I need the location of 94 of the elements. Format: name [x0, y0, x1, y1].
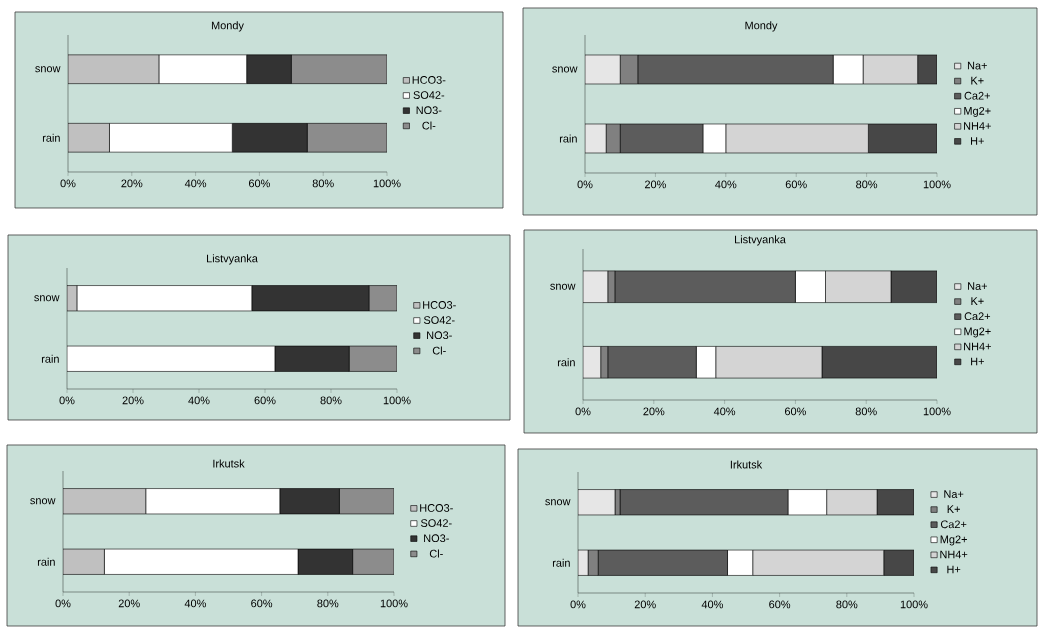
x-tick-label: 60% — [785, 180, 807, 189]
legend-label: NH4+ — [964, 122, 991, 130]
x-tick-label: 0% — [60, 179, 76, 188]
legend-label: NH4+ — [940, 550, 968, 559]
bar — [348, 345, 397, 372]
y-tick-label: rain — [41, 354, 59, 363]
legend-label: H+ — [971, 357, 984, 366]
x-tick-label: 60% — [249, 179, 270, 188]
bar — [585, 54, 621, 85]
x-tick-label: 100% — [380, 599, 408, 608]
x-tick-label: 0% — [55, 599, 71, 608]
x-tick-label: 60% — [785, 407, 806, 416]
y-tick-label: snow — [35, 66, 61, 73]
legend-label: Na+ — [967, 61, 987, 70]
legend-label: Cl- — [429, 549, 443, 558]
x-tick-label: 20% — [644, 180, 666, 189]
legend-label: Cl- — [432, 346, 446, 355]
y-tick-label: rain — [42, 133, 60, 142]
legend-label: Cl- — [422, 121, 436, 130]
legend-label: HCO3- — [423, 301, 456, 309]
x-tick-label: 40% — [713, 407, 736, 416]
legend-label: NO3- — [424, 534, 449, 543]
y-tick-label: snow — [34, 295, 60, 302]
y-tick-label: snow — [550, 283, 576, 290]
x-tick-label: 20% — [634, 600, 656, 609]
x-tick-label: 0% — [577, 180, 593, 189]
x-tick-label: 40% — [188, 396, 210, 405]
bar — [63, 548, 105, 575]
x-tick-label: 0% — [570, 600, 586, 609]
legend-label: HCO3- — [420, 504, 453, 512]
legend-label: H+ — [971, 137, 984, 145]
x-tick-label: 60% — [254, 396, 276, 405]
legend-label: NO3- — [427, 331, 452, 340]
legend-label: HCO3- — [412, 76, 446, 84]
legend-label: Mg2+ — [940, 535, 967, 546]
x-tick-label: 80% — [317, 599, 339, 608]
x-tick-label: 40% — [184, 599, 206, 608]
chart-title: Irkutsk — [730, 460, 763, 469]
x-tick-label: 100% — [373, 179, 401, 188]
legend-label: NH4+ — [964, 342, 991, 351]
legend-label: Ca2+ — [964, 312, 991, 321]
x-tick-label: 0% — [59, 396, 75, 405]
x-tick-label: 60% — [769, 600, 791, 609]
x-tick-label: 20% — [643, 407, 665, 416]
legend-label: K+ — [971, 76, 984, 85]
legend-label: K+ — [947, 505, 960, 513]
x-tick-label: 80% — [856, 180, 878, 189]
chart-title: Mondy — [745, 21, 778, 32]
x-tick-label: 100% — [900, 600, 928, 609]
x-tick-label: 20% — [118, 599, 140, 608]
legend-label: NO3- — [416, 106, 442, 115]
legend-label: Ca2+ — [964, 91, 990, 100]
legend-label: SO42- — [423, 316, 455, 324]
legend-label: Mg2+ — [964, 327, 991, 338]
legend-label: Na+ — [968, 282, 988, 290]
y-tick-label: snow — [552, 66, 578, 73]
y-tick-label: rain — [37, 557, 55, 566]
bar — [63, 488, 147, 515]
legend-label: H+ — [947, 565, 961, 574]
bar — [68, 54, 160, 84]
legend-label: Na+ — [944, 490, 964, 498]
y-tick-label: rain — [552, 558, 570, 567]
x-tick-label: 20% — [121, 179, 143, 188]
bar — [868, 123, 938, 154]
chart-title: Mondy — [211, 21, 244, 32]
x-tick-label: 40% — [715, 180, 737, 189]
x-tick-label: 100% — [383, 396, 411, 405]
x-tick-label: 20% — [122, 396, 144, 405]
legend-label: Mg2+ — [964, 107, 991, 117]
x-tick-label: 80% — [836, 600, 858, 609]
y-tick-label: rain — [557, 358, 575, 367]
y-tick-label: rain — [559, 134, 577, 143]
bar — [68, 123, 110, 153]
x-tick-label: 40% — [184, 179, 207, 188]
x-tick-label: 100% — [923, 180, 951, 189]
x-tick-label: 60% — [251, 599, 273, 608]
legend-label: SO42- — [420, 519, 452, 527]
bar — [883, 549, 915, 576]
y-tick-label: snow — [30, 498, 56, 505]
chart-title: Listvyanka — [735, 235, 786, 246]
legend-label: SO42- — [413, 91, 445, 99]
legend-label: K+ — [971, 297, 984, 305]
x-tick-label: 80% — [312, 179, 334, 188]
x-tick-label: 80% — [855, 407, 877, 416]
chart-title: Irkutsk — [213, 459, 245, 468]
legend-label: Ca2+ — [940, 520, 967, 529]
x-tick-label: 100% — [923, 407, 951, 416]
x-tick-label: 80% — [320, 396, 342, 405]
bar — [76, 285, 253, 312]
y-tick-label: snow — [545, 499, 571, 506]
x-tick-label: 0% — [575, 407, 591, 416]
chart-title: Listvyanka — [207, 254, 258, 265]
x-tick-label: 40% — [701, 600, 723, 609]
bar — [67, 345, 276, 372]
